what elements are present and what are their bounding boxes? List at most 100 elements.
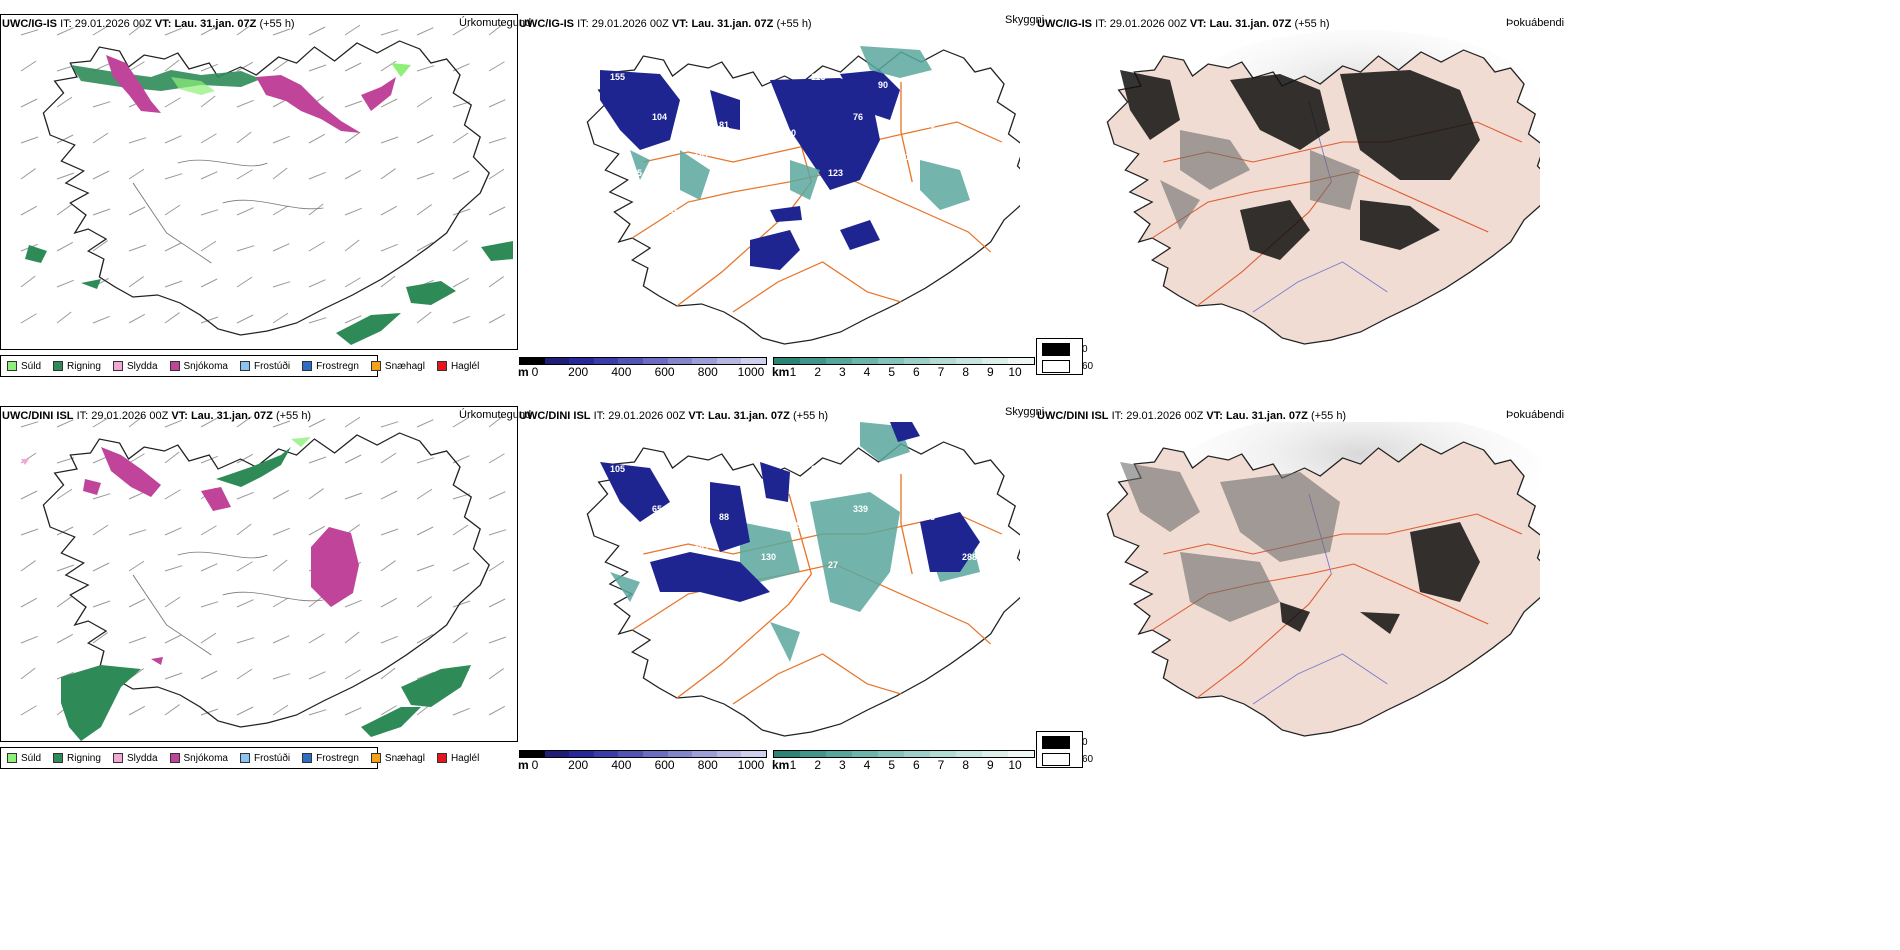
visibility-value-label: 53: [669, 208, 679, 218]
scale-tick-label: 800: [697, 758, 718, 772]
scale-tick-label: 200: [568, 365, 589, 379]
vis-scale-km-bar: [773, 357, 1035, 365]
legend-item-frostudi: Frostúði: [239, 361, 290, 372]
visibility-value-label: 109: [744, 480, 759, 490]
legend-swatch: [53, 361, 64, 371]
visibility-value-label: 88: [719, 512, 729, 522]
legend-item-snjokoma: Snjókoma: [169, 753, 228, 764]
visibility-value-label: 65: [652, 504, 662, 514]
fog-header-bottom: UWC/DINI ISL IT: 29.01.2026 00Z VT: Lau.…: [1037, 410, 1347, 422]
visibility-value-label: 105: [627, 168, 642, 178]
scale-tick-label: 9: [986, 758, 994, 772]
valid-time: Lau. 31.jan. 07Z: [174, 18, 257, 30]
legend-item-rigning: Rigning: [53, 753, 101, 764]
fog-map-bottom: [1060, 422, 1540, 742]
fog-legend-top: 0 60: [1036, 338, 1093, 375]
vis-title-top: Skyggni: [1005, 14, 1045, 26]
legend-swatch: [169, 361, 180, 371]
legend-swatch: [112, 753, 123, 763]
scale-tick-label: 400: [611, 365, 632, 379]
legend-item-rigning: Rigning: [53, 361, 101, 372]
scale-tick-label: 400: [611, 758, 632, 772]
ptype-legend-top: Súld Rigning Slydda Snjókoma Frostúði Fr…: [0, 355, 479, 377]
visibility-value-label: 76: [853, 112, 863, 122]
visibility-value-label: 87: [677, 80, 687, 90]
scale-tick-label: 2: [814, 758, 821, 772]
legend-item-sulda: Súld: [7, 753, 41, 764]
ptype-map-frame-top: [0, 14, 518, 350]
vis-title-bottom: Skyggni: [1005, 406, 1045, 418]
visibility-value-label: 207: [694, 544, 709, 554]
legend-swatch: [7, 753, 17, 763]
legend-swatch: [239, 753, 250, 763]
visibility-value-label: 123: [828, 168, 843, 178]
legend-swatch: [436, 753, 447, 763]
ptype-map-top: [20, 23, 513, 345]
visibility-value-label: 488: [920, 512, 935, 522]
vis-scale-m-bar: [519, 357, 767, 365]
visibility-value-label: 81: [719, 120, 729, 130]
visibility-value-label: 90: [786, 128, 796, 138]
visibility-value-label: 93: [677, 472, 687, 482]
visibility-value-label: 228: [786, 520, 801, 530]
visibility-value-label: 96: [945, 88, 955, 98]
legend-item-frostregn: Frostregn: [302, 361, 359, 372]
scale-tick-label: 5: [888, 365, 895, 379]
vis-scale-km-bar: [773, 750, 1035, 758]
vt-label: VT:: [154, 18, 172, 30]
visibility-value-label: 27: [828, 560, 838, 570]
legend-swatch: [436, 361, 447, 371]
visibility-value-label: 71: [962, 160, 972, 170]
scale-tick-label: 1: [789, 758, 797, 772]
fog-header-top: UWC/IG-IS IT: 29.01.2026 00Z VT: Lau. 31…: [1037, 18, 1330, 30]
scale-tick-label: 4: [863, 365, 871, 379]
legend-swatch: [53, 753, 64, 763]
fog-swatch: [1042, 736, 1070, 749]
scale-tick-label: 3: [838, 365, 846, 379]
visibility-value-label: 113: [811, 72, 826, 82]
visibility-value-label: 105: [610, 464, 625, 474]
ptype-map-frame-bottom: [0, 406, 518, 742]
legend-swatch: [112, 361, 123, 371]
legend-item-snaehagl: Snæhagl: [370, 361, 425, 372]
visibility-value-label: 90: [878, 80, 888, 90]
legend-item-snjokoma: Snjókoma: [169, 361, 228, 372]
legend-swatch: [370, 361, 381, 371]
visibility-value-label: 339: [853, 504, 868, 514]
scale-tick-label: 10: [1008, 758, 1022, 772]
scale-tick-label: 3: [838, 758, 846, 772]
scale-tick-label: 2: [814, 365, 821, 379]
visibility-value-label: 288: [962, 552, 977, 562]
scale-tick-label: 9: [986, 365, 994, 379]
visibility-value-label: 466: [627, 560, 642, 570]
scale-tick-label: 8: [962, 758, 969, 772]
ptype-map-bottom: [20, 415, 507, 741]
it-label: IT:: [60, 18, 72, 30]
scale-tick-label: 4: [863, 758, 871, 772]
scale-tick-label: 0: [531, 365, 539, 379]
vis-scale-m-unit: m: [518, 758, 529, 772]
visibility-value-label: 130: [761, 552, 776, 562]
legend-swatch: [302, 361, 313, 371]
scale-tick-label: 1000: [737, 365, 765, 379]
precip-areas-top: [25, 55, 513, 345]
fog-swatch: [1042, 360, 1070, 373]
ptype-header-bottom: UWC/DINI ISL IT: 29.01.2026 00Z VT: Lau.…: [2, 410, 312, 422]
legend-swatch: [239, 361, 250, 371]
scale-tick-label: 200: [568, 758, 589, 772]
legend-swatch: [302, 753, 313, 763]
scale-tick-label: 8: [962, 365, 969, 379]
legend-item-frostregn: Frostregn: [302, 753, 359, 764]
legend-swatch: [7, 361, 17, 371]
scale-tick-label: 6: [912, 365, 920, 379]
model-name: UWC/IG-IS: [2, 18, 57, 30]
fog-map-top: [1060, 30, 1540, 350]
scale-tick-label: 1: [789, 365, 797, 379]
fog-title-top: Þokuábendi: [1506, 17, 1565, 29]
legend-swatch: [169, 753, 180, 763]
visibility-value-label: 104: [652, 112, 667, 122]
ptype-title-bottom: Úrkomutegund: [459, 409, 532, 421]
scale-tick-label: 1000: [737, 758, 765, 772]
visibility-value-label: 114: [945, 480, 960, 490]
legend-item-haglel: Haglél: [436, 361, 479, 372]
